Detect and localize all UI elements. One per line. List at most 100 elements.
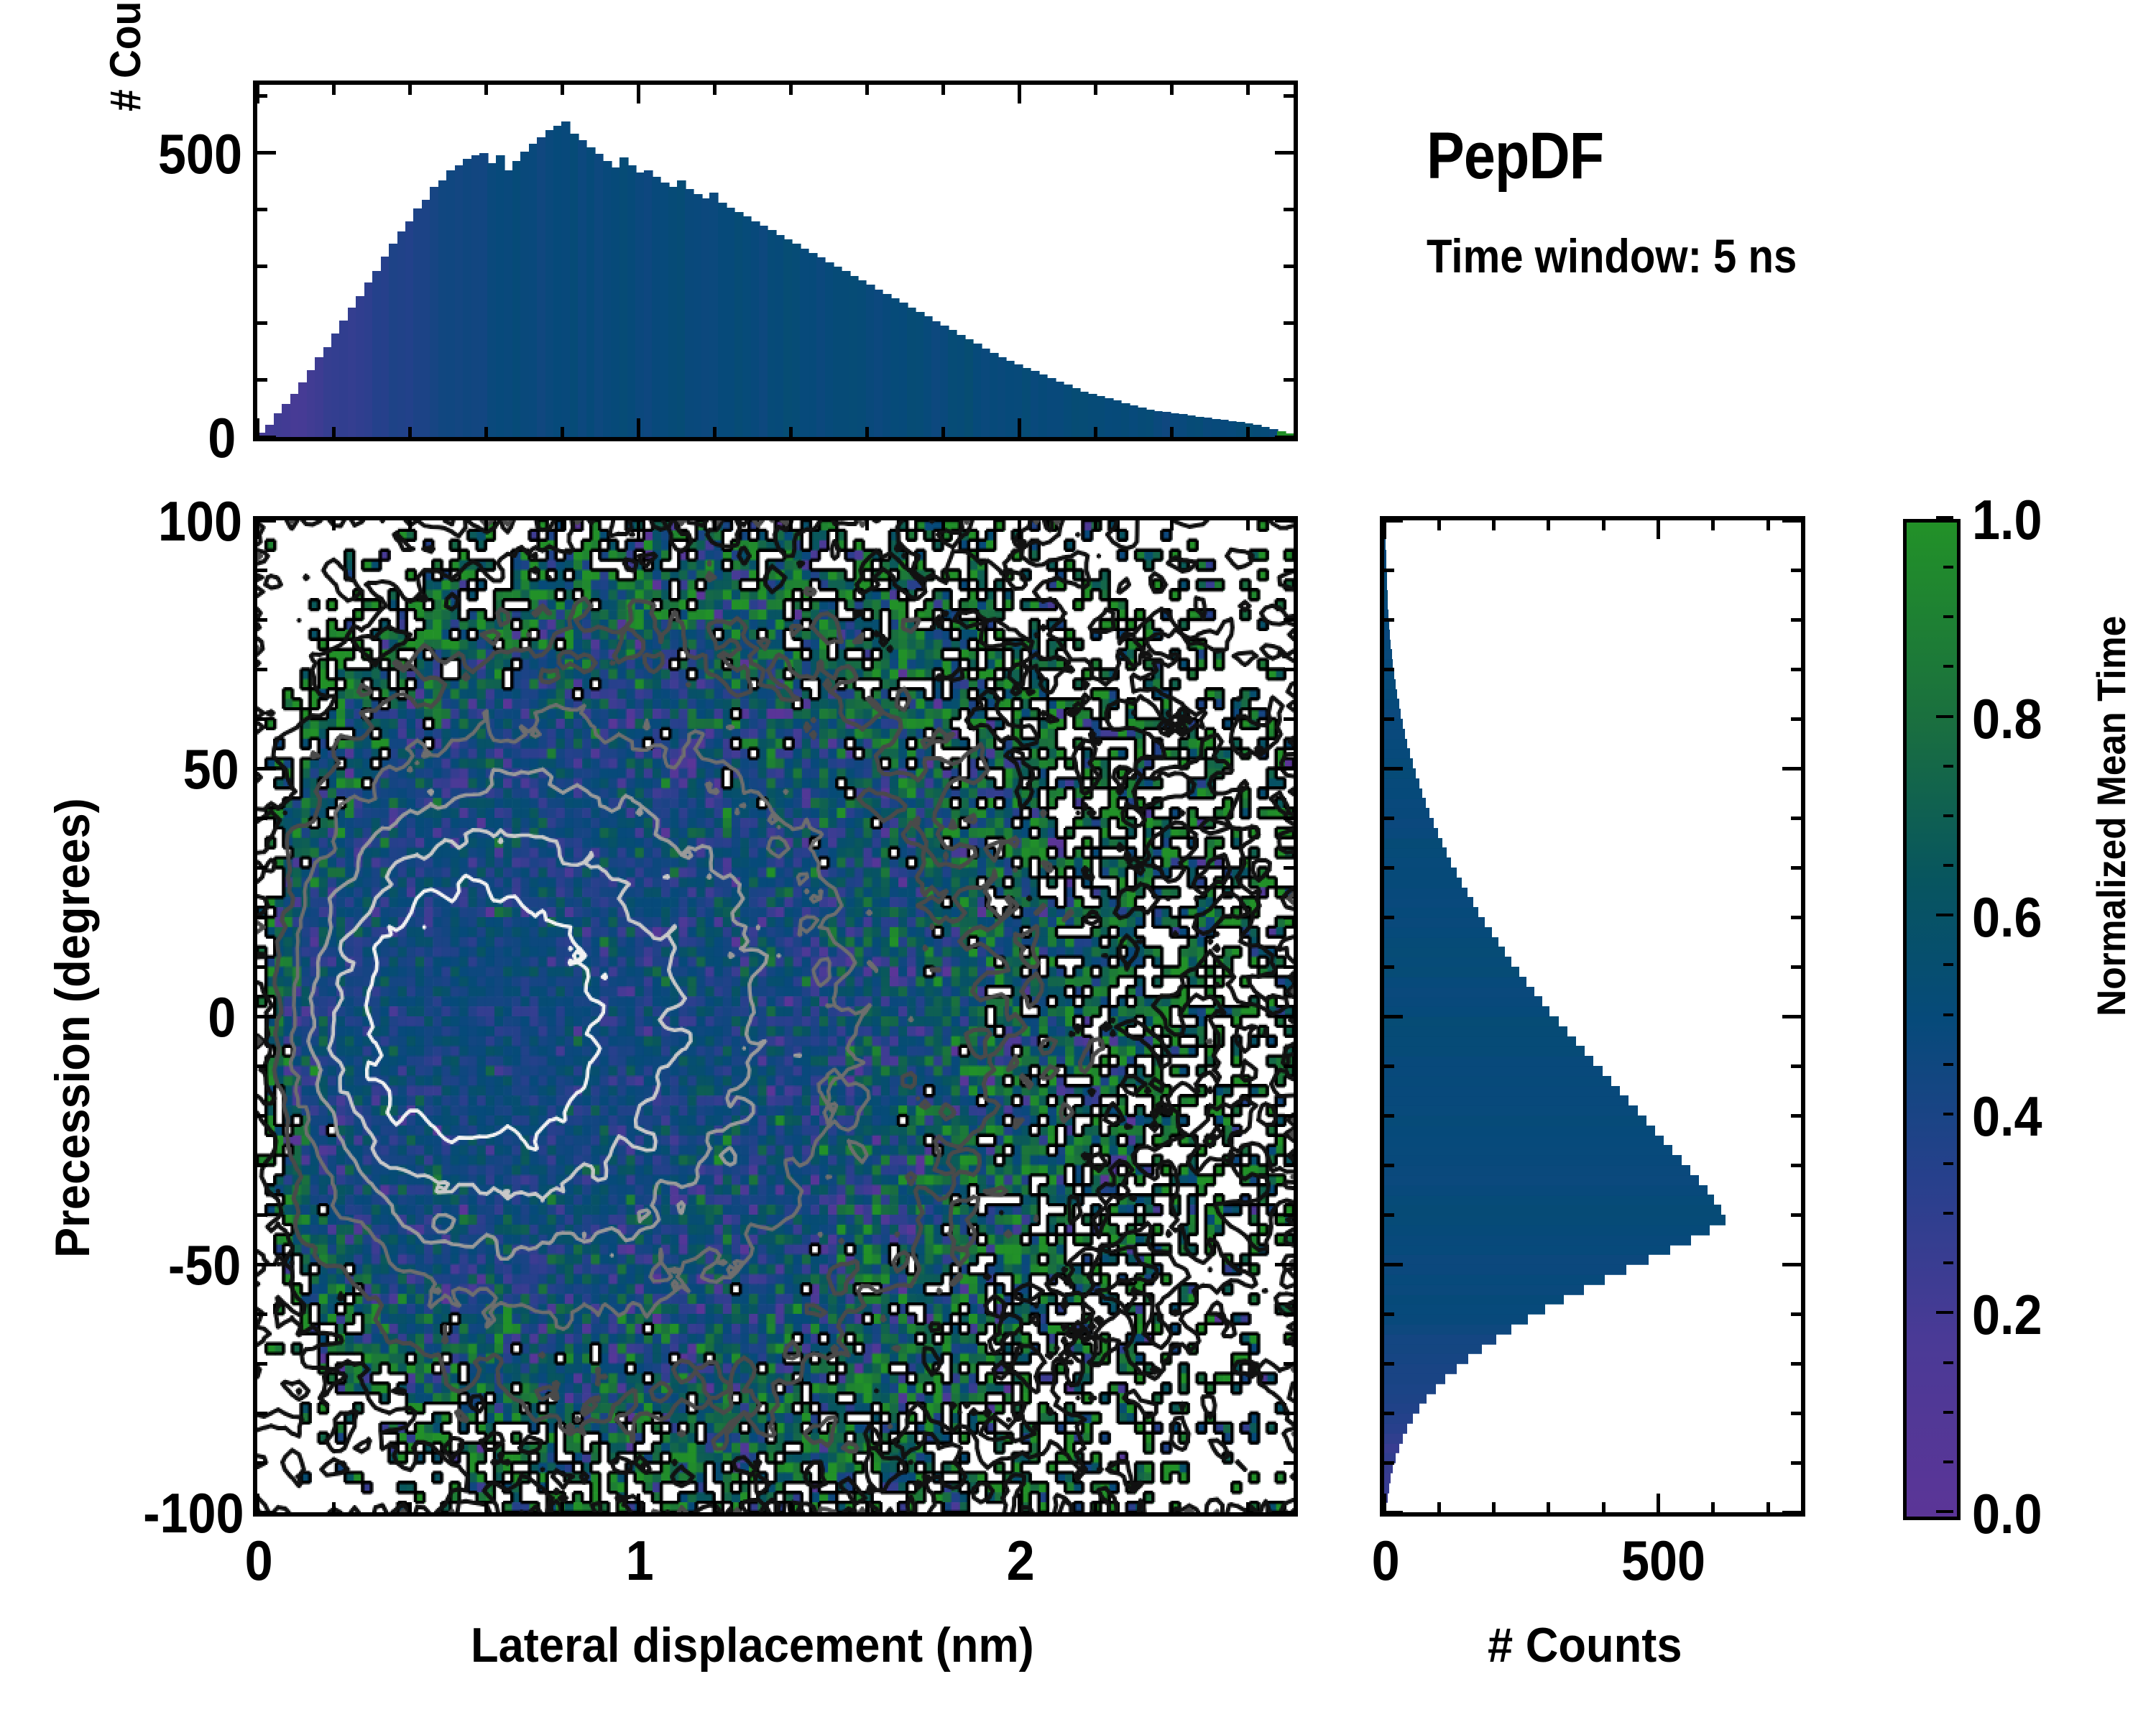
- colorbar-tick: [1943, 1013, 1953, 1016]
- right-ytick: [1384, 1014, 1403, 1018]
- right-ytick: [1384, 667, 1394, 671]
- right-ytick: [1384, 1064, 1394, 1068]
- main-xtick-top: [1017, 520, 1021, 539]
- right-xtick: [1766, 1502, 1770, 1512]
- main-xtick-label: 2: [1006, 1529, 1035, 1592]
- main-panel-ylabel: Precession (degrees): [45, 798, 101, 1258]
- main-xtick: [484, 1502, 488, 1512]
- colorbar-tick: [1943, 1460, 1953, 1463]
- right-ytick-right: [1791, 965, 1801, 969]
- colorbar-tick: [1943, 764, 1953, 768]
- main-ytick-right: [1284, 1213, 1294, 1217]
- right-xtick: [1437, 1502, 1441, 1512]
- main-ytick: [257, 766, 276, 770]
- main-ytick: [257, 1113, 267, 1118]
- right-ytick-right: [1791, 1312, 1801, 1316]
- colorbar[interactable]: [1903, 519, 1961, 1520]
- colorbar-tick-label: 0.4: [1972, 1084, 2042, 1148]
- top-xtick-bottom: [407, 427, 412, 437]
- main-xtick-top: [712, 520, 717, 530]
- right-ytick: [1384, 965, 1394, 969]
- right-ytick: [1384, 717, 1394, 721]
- main-ytick: [257, 1411, 267, 1415]
- top-histogram-canvas: [257, 85, 1294, 437]
- main-panel-frame: [253, 516, 1298, 1517]
- main-heatmap-canvas[interactable]: [257, 520, 1294, 1512]
- main-ytick: [257, 915, 267, 919]
- right-xtick: [1601, 1502, 1606, 1512]
- main-ytick-right: [1275, 1262, 1294, 1266]
- top-ytick-label: 500: [157, 121, 243, 185]
- main-ytick: [257, 965, 267, 969]
- main-ytick-right: [1284, 1113, 1294, 1118]
- right-ytick: [1384, 568, 1394, 572]
- main-ytick: [257, 1213, 267, 1217]
- right-xtick: [1547, 1502, 1551, 1512]
- main-xtick: [331, 1502, 336, 1512]
- right-xtick-top: [1437, 520, 1441, 530]
- right-ytick: [1384, 1163, 1394, 1167]
- main-panel-xlabel: Lateral displacement (nm): [471, 1617, 1034, 1673]
- right-ytick: [1384, 865, 1394, 870]
- main-xlabel-text: Lateral displacement (nm): [471, 1618, 1034, 1673]
- top-xtick-bottom: [560, 427, 564, 437]
- main-ytick: [257, 1361, 267, 1366]
- top-ytick-label: 0: [208, 406, 236, 469]
- right-ytick-right: [1782, 518, 1801, 523]
- colorbar-tick: [1943, 864, 1953, 868]
- main-ytick-right: [1284, 1460, 1294, 1465]
- main-xtick-top: [331, 520, 336, 530]
- right-xtick-top: [1657, 520, 1661, 539]
- right-ytick: [1384, 1312, 1394, 1316]
- top-xtick: [1017, 85, 1021, 104]
- top-xtick-bottom: [331, 427, 336, 437]
- top-panel-ylabel: # Counts: [101, 0, 150, 111]
- colorbar-tick: [1943, 963, 1953, 967]
- main-xtick: [1093, 1502, 1097, 1512]
- main-xtick: [255, 1494, 259, 1512]
- top-xtick: [407, 85, 412, 95]
- top-xtick-bottom: [712, 427, 717, 437]
- main-ytick-right: [1284, 965, 1294, 969]
- top-xtick-bottom: [484, 427, 488, 437]
- main-ytick-right: [1275, 1510, 1294, 1514]
- main-ytick: [257, 1014, 276, 1018]
- top-xtick: [560, 85, 564, 95]
- right-ytick-right: [1791, 1113, 1801, 1118]
- right-ytick: [1384, 1411, 1394, 1415]
- main-xtick-label: 0: [244, 1529, 273, 1592]
- right-panel-xlabel: # Counts: [1488, 1617, 1682, 1673]
- right-xtick-top: [1547, 520, 1551, 530]
- main-ytick-right: [1284, 865, 1294, 870]
- main-ytick: [257, 667, 267, 671]
- right-ytick-right: [1791, 1163, 1801, 1167]
- right-ytick: [1384, 766, 1403, 770]
- main-xtick: [560, 1502, 564, 1512]
- main-ytick-right: [1284, 667, 1294, 671]
- main-ytick-label: 100: [157, 489, 243, 553]
- top-xtick: [255, 85, 259, 104]
- main-ytick-label: -50: [167, 1233, 241, 1297]
- main-heatmap-panel[interactable]: [257, 520, 1294, 1512]
- right-histogram-panel: [1384, 520, 1801, 1512]
- top-xtick: [331, 85, 336, 95]
- colorbar-tick: [1943, 1112, 1953, 1116]
- main-ytick: [257, 617, 267, 622]
- main-xtick-top: [560, 520, 564, 530]
- right-xtick: [1657, 1494, 1661, 1512]
- main-xtick-top: [1093, 520, 1097, 530]
- main-xtick-top: [941, 520, 945, 530]
- main-xtick: [407, 1502, 412, 1512]
- colorbar-tick-label: 0.8: [1972, 686, 2042, 750]
- main-ytick: [257, 1460, 267, 1465]
- main-ytick-label: 0: [208, 985, 236, 1049]
- right-xtick-top: [1766, 520, 1770, 530]
- main-xtick-top: [407, 520, 412, 530]
- colorbar-tick: [1943, 1361, 1953, 1364]
- colorbar-tick: [1936, 714, 1953, 718]
- right-ytick-right: [1791, 1361, 1801, 1366]
- colorbar-tick: [1943, 1212, 1953, 1215]
- main-xtick: [1017, 1494, 1021, 1512]
- main-ytick-right: [1275, 518, 1294, 523]
- top-ytick-right: [1284, 208, 1294, 212]
